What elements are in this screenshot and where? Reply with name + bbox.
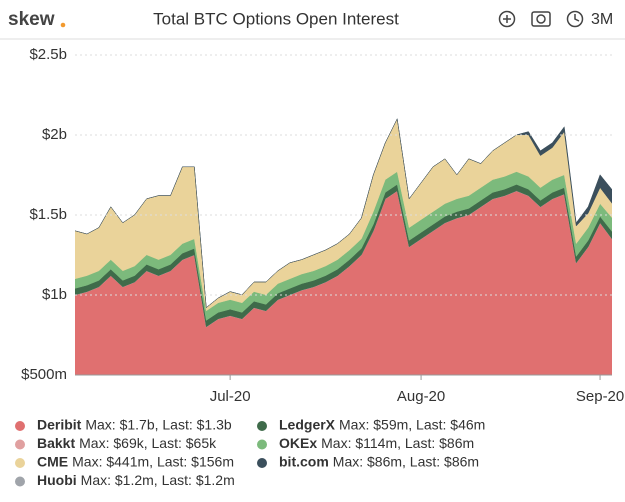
- area-6: [75, 117, 612, 309]
- range-button[interactable]: 3M: [591, 11, 613, 28]
- areas: [75, 117, 612, 375]
- brand-logo: skew: [8, 9, 55, 30]
- legend-name: LedgerX: [279, 417, 336, 433]
- legend-stats: Max: $86m, Last: $86m: [333, 454, 479, 470]
- legend-marker: [15, 421, 25, 431]
- legend-marker: [257, 458, 267, 468]
- legend-name: Bakkt: [37, 435, 75, 451]
- y-tick-label: $2b: [42, 126, 67, 143]
- legend-name: CME: [37, 454, 68, 470]
- legend-name: Huobi: [37, 472, 77, 488]
- legend-stats: Max: $69k, Last: $65k: [79, 435, 217, 451]
- chart-title: Total BTC Options Open Interest: [153, 9, 399, 28]
- legend-marker: [257, 439, 267, 450]
- brand-dot: [60, 22, 66, 28]
- y-tick-label: $1b: [42, 286, 67, 303]
- camera-icon[interactable]: [531, 11, 551, 27]
- legend-marker: [15, 476, 25, 487]
- legend-stats: Max: $114m, Last: $86m: [321, 435, 474, 451]
- legend-stats: Max: $1.7b, Last: $1.3b: [85, 417, 232, 433]
- y-tick-label: $1.5b: [29, 206, 67, 223]
- legend-marker: [15, 439, 25, 450]
- y-tick-label: $500m: [21, 366, 67, 383]
- x-tick-label: Jul-20: [210, 388, 251, 405]
- y-tick-label: $2.5b: [29, 46, 67, 63]
- legend-name: Deribit: [37, 417, 82, 433]
- legend-stats: Max: $59m, Last: $46m: [339, 417, 485, 433]
- legend-name: OKEx: [279, 435, 317, 451]
- legend-name: bit.com: [279, 454, 329, 470]
- x-tick-label: Sep-20: [576, 388, 624, 405]
- legend-marker: [257, 421, 267, 431]
- x-tick-label: Aug-20: [397, 388, 445, 405]
- legend-stats: Max: $1.2m, Last: $1.2m: [81, 472, 235, 488]
- legend-stats: Max: $441m, Last: $156m: [72, 454, 234, 470]
- clock-icon[interactable]: [566, 10, 584, 28]
- zoom-icon[interactable]: [498, 10, 516, 28]
- legend-marker: [15, 458, 25, 468]
